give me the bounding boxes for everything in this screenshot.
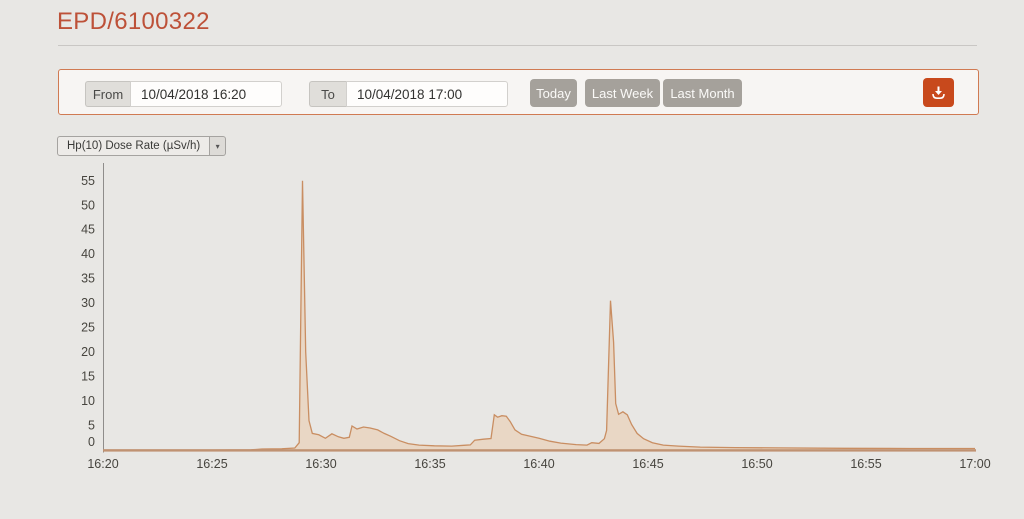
y-tick-label: 35 — [81, 272, 95, 286]
today-button[interactable]: Today — [530, 79, 577, 107]
y-tick-label: 5 — [88, 419, 95, 433]
last-month-button[interactable]: Last Month — [663, 79, 742, 107]
y-tick-label: 45 — [81, 223, 95, 237]
series-selector-value: Hp(10) Dose Rate (µSv/h) — [57, 136, 211, 156]
y-tick-label: 20 — [81, 345, 95, 359]
from-datetime-input[interactable] — [130, 81, 282, 107]
x-tick-label: 16:55 — [850, 457, 881, 471]
download-button[interactable] — [923, 78, 954, 107]
x-tick-label: 16:50 — [741, 457, 772, 471]
title-divider — [58, 45, 977, 46]
from-label: From — [85, 81, 130, 107]
series-selector-dropdown[interactable]: Hp(10) Dose Rate (µSv/h) ▾ — [57, 136, 227, 156]
x-tick-label: 16:35 — [414, 457, 445, 471]
y-tick-label: 50 — [81, 198, 95, 212]
y-tick-label: 10 — [81, 394, 95, 408]
y-tick-label: 30 — [81, 296, 95, 310]
download-icon — [931, 85, 946, 100]
date-range-toolbar: From To Today Last Week Last Month — [58, 69, 979, 115]
x-tick-label: 16:45 — [632, 457, 663, 471]
dose-rate-area-chart: 0 5 10 15 20 25 30 35 40 45 50 55 16:20 16:25 16:30 16:… — [81, 163, 991, 471]
from-field-group: From — [85, 81, 282, 107]
x-tick-label: 16:20 — [87, 457, 118, 471]
to-datetime-input[interactable] — [346, 81, 508, 107]
area-fill — [103, 180, 975, 451]
chevron-down-icon: ▾ — [210, 136, 227, 156]
last-week-button[interactable]: Last Week — [585, 79, 660, 107]
to-label: To — [309, 81, 346, 107]
y-tick-label: 25 — [81, 321, 95, 335]
y-tick-label: 40 — [81, 247, 95, 261]
x-axis — [103, 449, 976, 452]
x-tick-label: 16:25 — [196, 457, 227, 471]
page-title: EPD/6100322 — [57, 8, 210, 35]
y-tick-label: 0 — [88, 435, 95, 449]
x-tick-label: 16:30 — [305, 457, 336, 471]
x-tick-label: 16:40 — [523, 457, 554, 471]
x-tick-label: 17:00 — [959, 457, 990, 471]
to-field-group: To — [309, 81, 508, 107]
y-tick-label: 15 — [81, 370, 95, 384]
y-tick-label: 55 — [81, 174, 95, 188]
area-line — [103, 180, 975, 451]
